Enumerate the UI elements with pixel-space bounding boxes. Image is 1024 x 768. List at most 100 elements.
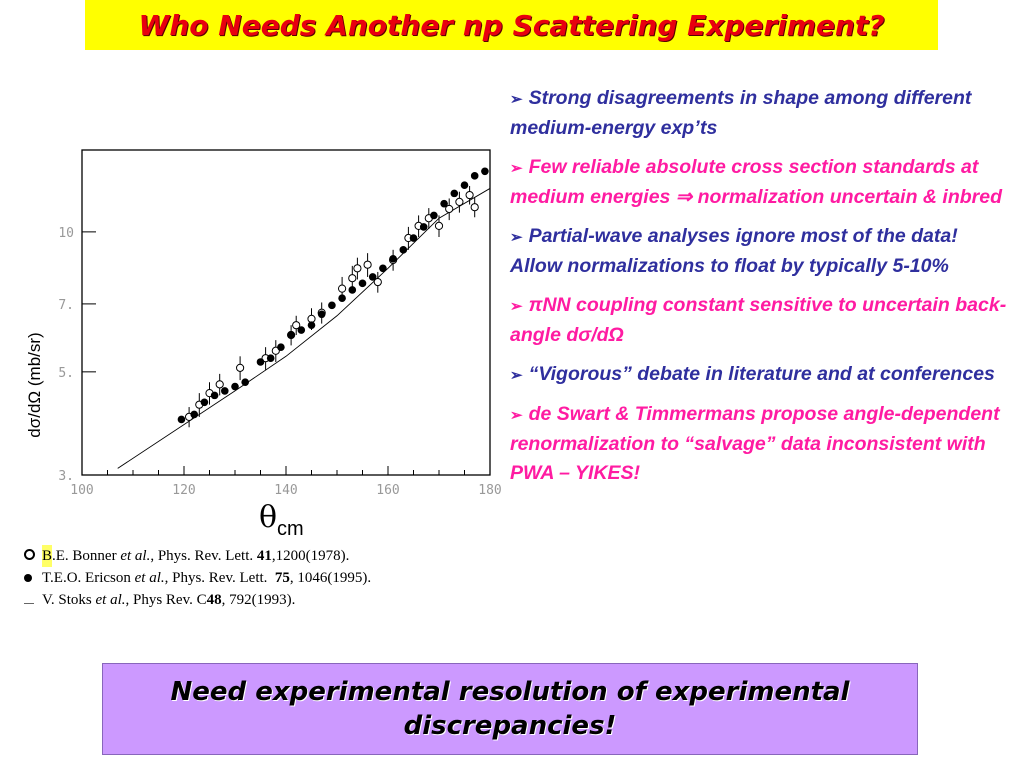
x-tick-label: 160 xyxy=(376,483,399,498)
title-banner: Who Needs Another np Scattering Experime… xyxy=(85,0,938,50)
bullet-text: “Vigorous” debate in literature and at c… xyxy=(528,363,995,385)
reference-prefix: B xyxy=(42,545,53,567)
open-circle-series xyxy=(185,186,479,428)
filled-data-point xyxy=(266,354,275,362)
open-data-point xyxy=(470,203,479,212)
reference-item: B .E. Bonner et al., Phys. Rev. Lett. 41,… xyxy=(24,545,494,567)
x-axis-label-theta: θ xyxy=(259,500,277,535)
reference-etal: et al. xyxy=(95,592,126,608)
reference-vol: 48 xyxy=(206,592,222,608)
reference-text-c: , 1046(1995). xyxy=(289,570,372,586)
filled-data-point xyxy=(450,189,459,198)
y-tick-label: 10 xyxy=(58,226,74,241)
y-tick-label: 7. xyxy=(58,298,74,313)
filled-data-point xyxy=(317,310,326,319)
open-circle-marker-icon xyxy=(24,545,42,567)
filled-data-point xyxy=(287,331,295,339)
reference-etal: et al. xyxy=(134,570,165,586)
filled-data-point xyxy=(210,391,219,400)
bullet-item: ➢ Few reliable absolute cross section sta… xyxy=(510,153,1010,212)
bullet-item: ➢ Strong disagreements in shape among dif… xyxy=(510,84,1010,143)
filled-data-point xyxy=(256,358,265,366)
filled-data-point xyxy=(307,321,316,329)
open-data-point xyxy=(215,380,224,389)
reference-text-b: , Phys. Rev. Lett. xyxy=(164,570,275,586)
reference-text-a: T.E.O. Ericson xyxy=(42,570,135,586)
bullet-text: πNN coupling constant sensitive to uncer… xyxy=(510,294,1007,346)
y-tick-label: 5. xyxy=(58,366,74,381)
filled-data-point xyxy=(297,326,306,334)
filled-circle-series xyxy=(177,167,489,424)
filled-data-point xyxy=(231,382,239,391)
filled-data-point xyxy=(277,343,285,351)
y-axis-label: dσ/dΩ (mb/sr) xyxy=(25,332,44,437)
slide-title: Who Needs Another np Scattering Experime… xyxy=(138,8,885,42)
dash-marker-icon xyxy=(24,589,42,611)
filled-data-point xyxy=(389,255,397,263)
x-axis-label-sub: cm xyxy=(277,518,304,540)
reference-item: V. Stoks et al., Phys Rev. C 48, 792(1993… xyxy=(24,589,494,611)
reference-text-b: , Phys. Rev. Lett. xyxy=(150,548,257,564)
filled-data-point xyxy=(419,223,428,231)
axis-ticks: 100 120 140 160 180 10 7. 5. 3. xyxy=(58,226,501,498)
filled-data-point xyxy=(460,181,469,190)
arrowhead-bullet-icon: ➢ xyxy=(510,367,523,384)
bullet-text: Few reliable absolute cross section stan… xyxy=(510,156,1003,208)
filled-data-point xyxy=(481,167,489,176)
reference-item: T.E.O. Ericson et al., Phys. Rev. Lett. … xyxy=(24,567,494,589)
filled-data-point xyxy=(338,294,346,303)
conclusion-banner: Need experimental resolution of experime… xyxy=(102,663,918,755)
arrowhead-bullet-icon: ➢ xyxy=(510,407,523,424)
reference-vol: 41 xyxy=(256,548,272,564)
open-data-point xyxy=(373,277,382,287)
arrowhead-bullet-icon: ➢ xyxy=(510,229,523,246)
bullet-list: ➢ Strong disagreements in shape among dif… xyxy=(510,84,1010,498)
filled-data-point xyxy=(241,378,249,387)
x-tick-label: 180 xyxy=(478,483,501,498)
reference-text-c: ,1200(1978). xyxy=(271,548,350,564)
arrowhead-bullet-icon: ➢ xyxy=(510,91,523,108)
open-data-point xyxy=(236,363,245,372)
filled-data-point xyxy=(470,172,479,180)
bullet-item: ➢ πNN coupling constant sensitive to unce… xyxy=(510,291,1010,350)
arrowhead-bullet-icon: ➢ xyxy=(510,160,523,177)
reference-etal: et al. xyxy=(120,548,151,564)
bullet-text: de Swart & Timmermans propose angle-depe… xyxy=(510,403,1000,484)
bullet-text: Partial-wave analyses ignore most of the… xyxy=(510,225,958,277)
x-tick-label: 100 xyxy=(70,483,93,498)
filled-data-point xyxy=(328,301,336,310)
x-tick-label: 140 xyxy=(274,483,297,498)
cross-section-chart: 100 120 140 160 180 10 7. 5. 3. dσ/dΩ (mb/sr) θ … xyxy=(20,140,502,540)
reference-vol: 75 xyxy=(274,570,290,586)
filled-data-point xyxy=(430,211,438,220)
filled-data-point xyxy=(190,410,198,419)
open-data-point xyxy=(465,190,474,200)
filled-data-point xyxy=(177,415,186,424)
open-data-point xyxy=(292,321,301,330)
filled-data-point xyxy=(348,286,357,294)
filled-data-point xyxy=(221,387,229,395)
bullet-text: Strong disagreements in shape among diff… xyxy=(510,87,972,139)
open-data-point xyxy=(445,204,454,214)
filled-data-point xyxy=(379,264,387,273)
x-tick-label: 120 xyxy=(172,483,195,498)
reference-text-a: .E. Bonner xyxy=(52,548,121,564)
open-data-point xyxy=(434,221,444,231)
filled-data-point xyxy=(200,398,209,407)
y-tick-label: 3. xyxy=(58,469,74,484)
open-data-point xyxy=(353,264,362,273)
plot-frame xyxy=(81,149,491,476)
bullet-item: ➢ “Vigorous” debate in literature and at … xyxy=(510,360,1010,390)
filled-data-point xyxy=(409,234,418,242)
reference-text-c: , 792(1993). xyxy=(221,592,296,608)
bullet-item: ➢ de Swart & Timmermans propose angle-dep… xyxy=(510,400,1010,488)
open-data-point xyxy=(455,197,464,207)
bullet-item: ➢ Partial-wave analyses ignore most of th… xyxy=(510,222,1010,281)
reference-text-a: V. Stoks xyxy=(42,592,96,608)
filled-data-point xyxy=(358,279,367,288)
references: B .E. Bonner et al., Phys. Rev. Lett. 41,… xyxy=(24,545,494,611)
filled-circle-marker-icon xyxy=(24,567,42,589)
open-data-point xyxy=(363,260,372,269)
reference-text-b: , Phys Rev. C xyxy=(125,592,207,608)
